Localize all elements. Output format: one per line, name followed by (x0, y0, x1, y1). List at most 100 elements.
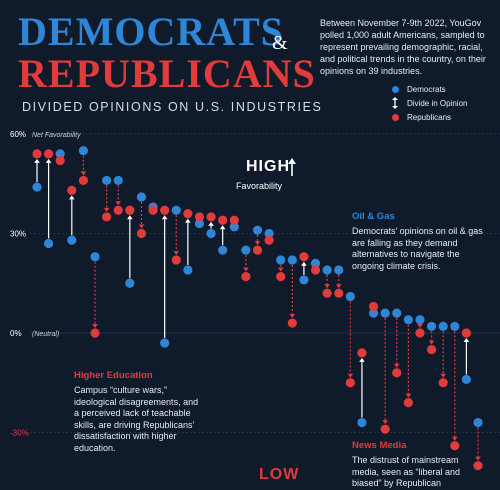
democrats-point (160, 338, 170, 348)
democrats-point (67, 235, 77, 245)
republicans-point (171, 255, 181, 265)
annotation-oil-text: Democrats’ opinions on oil & gas are fal… (352, 226, 483, 271)
industry-31 (380, 308, 390, 434)
democrats-point (218, 245, 228, 255)
democrats-point (380, 308, 390, 318)
divide-arrowhead (34, 158, 40, 163)
republicans-point (345, 378, 355, 388)
industry-19 (241, 245, 251, 282)
y-tick-label: 30% (10, 230, 26, 239)
republicans-point (78, 175, 89, 186)
divide-arrowhead (45, 158, 52, 163)
title-republicans: REPUBLICANS (18, 51, 316, 96)
republicans-point (473, 461, 483, 471)
democrats-point (322, 265, 332, 275)
annotation-news-media-text: The distrust of mainstream media, seen a… (352, 455, 461, 488)
divide-arrow-icon (392, 97, 398, 109)
divide-arrowhead (463, 338, 470, 342)
republicans-point (90, 328, 100, 338)
republicans-point (368, 301, 379, 312)
democrats-point (171, 205, 181, 215)
industry-15 (194, 212, 205, 229)
democrats-point (206, 228, 216, 239)
legend-democrats-label: Democrats (407, 84, 446, 94)
republicans-point (264, 235, 274, 245)
divide-arrowhead (301, 261, 307, 266)
divide-arrowhead (440, 373, 446, 378)
divide-arrowhead (208, 221, 214, 226)
republicans-point (67, 185, 77, 195)
republicans-point (310, 265, 321, 275)
legend: Democrats Divide in Opinion Republicans (387, 82, 467, 124)
democrats-point (461, 374, 471, 385)
legend-divide: Divide in Opinion (387, 96, 467, 110)
divide-arrowhead (475, 456, 481, 461)
divide-arrowhead (115, 201, 122, 206)
divide-arrowhead (335, 284, 342, 289)
divide-arrowhead (417, 324, 423, 328)
democrats-point (450, 321, 460, 331)
industry-37 (450, 321, 460, 451)
industry-21 (264, 228, 274, 245)
democrats-point (287, 255, 297, 265)
democrats-point (473, 417, 483, 428)
annotation-news-media-title: News Media (352, 440, 407, 451)
industry-3 (55, 149, 65, 166)
divide-arrowhead (243, 267, 249, 272)
industry-30 (368, 301, 379, 318)
industry-24 (299, 252, 309, 285)
industry-29 (357, 348, 367, 428)
democrats-point (102, 175, 112, 186)
industry-18 (229, 215, 239, 232)
divide-arrowhead (347, 373, 354, 378)
democrats-point (415, 315, 425, 325)
annotation-higher-education-title: Higher Education (74, 370, 153, 381)
republicans-point (415, 328, 425, 338)
republicans-point (183, 209, 193, 219)
industry-5 (78, 145, 89, 186)
zero-label: (Neutral) (32, 331, 59, 338)
industry-26 (322, 265, 332, 298)
republicans-point (322, 288, 332, 298)
republicans-point (461, 328, 471, 338)
legend-republicans: Republicans (387, 110, 467, 124)
industry-10 (136, 192, 147, 239)
republicans-point (299, 252, 309, 262)
democrats-point (426, 321, 437, 331)
republicans-point (206, 212, 216, 222)
democrats-point (276, 255, 286, 265)
annotation-oil-title: Oil & Gas (352, 211, 395, 222)
democrats-point (334, 265, 344, 275)
industry-39 (473, 417, 483, 471)
democrats-point (78, 145, 89, 156)
divide-arrowhead (127, 215, 133, 220)
industry-34 (415, 315, 425, 338)
chart-marks (32, 145, 483, 471)
industry-32 (392, 308, 402, 378)
democrats-point (392, 308, 402, 318)
divide-arrowhead (80, 171, 87, 176)
democrats-point (113, 175, 123, 186)
democrats-point (194, 218, 205, 229)
republicans-point (426, 344, 437, 355)
republicans-point (287, 318, 297, 328)
divide-arrowhead (359, 357, 365, 362)
divide-arrowhead (161, 215, 168, 220)
divide-arrowhead (393, 363, 400, 368)
republicans-point (194, 212, 205, 222)
industry-13 (171, 205, 181, 265)
republicans-point (44, 149, 54, 159)
divide-arrowhead (289, 314, 296, 319)
industry-4 (67, 185, 77, 245)
democrats-point (44, 238, 54, 249)
democrats-dot-icon (391, 85, 399, 93)
industry-22 (276, 255, 286, 282)
subtitle: DIVIDED OPINIONS ON U.S. INDUSTRIES (22, 100, 323, 114)
y-tick-label: 60% (10, 130, 26, 139)
industry-38 (461, 328, 471, 385)
industry-14 (183, 209, 193, 275)
industry-35 (426, 321, 437, 355)
republicans-point (148, 205, 158, 215)
industry-2 (44, 149, 54, 249)
